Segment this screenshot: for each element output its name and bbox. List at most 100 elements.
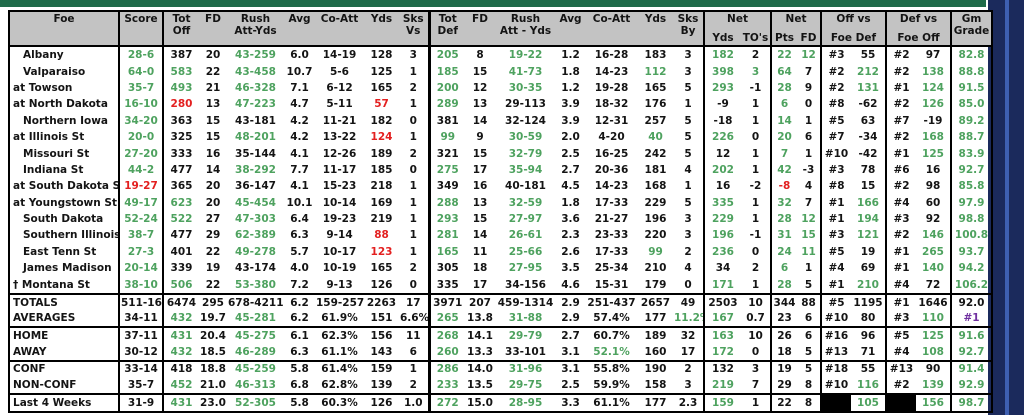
cell-gm-grade: #1: [950, 310, 992, 328]
foe-label: † Montana St: [13, 278, 90, 291]
cell-sks-by: 3: [684, 65, 692, 78]
cell-tot-off: 333: [162, 145, 199, 162]
cell-def-yds: 220: [644, 229, 667, 242]
cell-tot-def: 349: [427, 178, 465, 195]
cell-gm-grade: 106.2: [950, 276, 992, 294]
foe-label: Valparaiso: [23, 65, 86, 78]
cell-def-vs-foe-rank: #5: [885, 326, 916, 344]
col-header-tot-off: Tot Off: [162, 11, 199, 46]
cell-def-vs-foe-yds: 126: [922, 98, 944, 111]
cell-def-rush-att-yds: 29-79: [495, 326, 556, 344]
cell-tot-off: 325: [162, 128, 199, 146]
cell-sks-vs: 2: [409, 379, 417, 392]
cell-net-yds: 16: [703, 178, 741, 195]
col-header-net-pts: Pts: [770, 29, 797, 46]
cell-off-vs-foe-yds: -62: [858, 98, 878, 111]
cell-def-vs-foe-rank: [885, 393, 916, 412]
cell-sks-by: 5: [684, 81, 692, 94]
col-header-off-vs-foe-def: Foe Def: [820, 29, 886, 46]
cell-net-pts: 6: [770, 96, 797, 113]
cell-net-yds: 172: [703, 343, 741, 361]
cell-off-vs-foe-rank: #1: [820, 194, 851, 211]
cell-net-fd: 8: [797, 393, 821, 412]
cell-sks-vs: 1: [409, 180, 417, 193]
cell-off-rush-att-yds: 35-144: [235, 147, 276, 160]
cell-gm-grade: 100.8: [950, 227, 992, 244]
cell-tot-def: 200: [427, 79, 465, 97]
cell-off-yds: 139: [370, 379, 393, 392]
cell-net-pts: 6: [770, 260, 797, 277]
cell-def-rush-att-yds: 35-94: [508, 163, 543, 176]
cell-score: 28-6: [118, 44, 163, 64]
col-header-turnovers: TO's: [741, 29, 771, 46]
col-header-score: Score: [118, 11, 163, 46]
cell-def-fd: 17: [472, 278, 488, 291]
cell-net-yds: 12: [703, 145, 741, 162]
cell-off-vs-foe-rank: #3: [820, 44, 851, 64]
cell-off-vs-foe-rank: #7: [820, 128, 851, 146]
cell-net-fd: 88: [797, 292, 821, 311]
summary-row: NON-CONF 35-7 452 21.0 46-313 6.8 62.8% 139 2 233…: [9, 377, 992, 394]
cell-tot-off: 583: [162, 63, 199, 80]
game-row: at Youngstown St 49-17 623 20 45-454 10.1 10-1…: [9, 194, 992, 211]
col-header-def-co-att: Co-Att: [585, 11, 638, 46]
cell-def-avg: 2.7: [561, 163, 580, 176]
cell-off-rush-att-yds: 47-303: [235, 213, 276, 226]
cell-def-yds: 177: [638, 393, 673, 412]
cell-tot-def: 305: [427, 260, 465, 277]
cell-def-rush-att-yds: 40-181: [505, 180, 546, 193]
cell-def-fd: 14.1: [465, 326, 495, 344]
cell-off-rush-att-yds: 62-389: [235, 229, 276, 242]
game-row: East Tenn St 27-3 401 22 49-278 5.7 10-17 123 1 1…: [9, 243, 992, 261]
cell-gm-grade: 92.7: [950, 343, 992, 361]
cell-off-vs-foe-yds: 131: [857, 81, 879, 94]
cell-turnovers: -1: [749, 229, 762, 242]
cell-off-vs-foe-rank: #16: [820, 326, 851, 344]
cell-def-vs-foe-rank: #1: [885, 260, 916, 277]
cell-def-vs-foe-rank: #2: [885, 96, 916, 113]
cell-def-co-att: 17-33: [594, 196, 629, 209]
cell-off-vs-foe-yds: 210: [857, 278, 879, 291]
col-header-def-yds: Yds: [638, 11, 673, 46]
summary-label: CONF: [9, 359, 119, 378]
cell-def-vs-foe-yds: 265: [922, 245, 944, 258]
group-header-net-yds: Net: [703, 11, 771, 29]
cell-net-yds: 167: [703, 310, 741, 328]
cell-gm-grade: 94.2: [950, 260, 992, 277]
cell-def-fd: 15: [472, 147, 488, 160]
cell-turnovers: 10: [741, 292, 771, 311]
cell-tot-def: 289: [427, 96, 465, 113]
cell-off-vs-foe-yds: 166: [857, 196, 879, 209]
cell-off-co-att: 5-6: [330, 65, 349, 78]
cell-def-avg: 1.8: [561, 65, 580, 78]
cell-turnovers: 0: [751, 345, 760, 358]
cell-tot-off: 363: [162, 112, 199, 129]
cell-def-yds: 183: [638, 44, 673, 64]
cell-def-yds: 2657: [638, 292, 673, 311]
cell-turnovers: 2: [751, 262, 760, 275]
cell-off-co-att: 10-19: [322, 262, 357, 275]
cell-def-rush-att-yds: 27-97: [508, 213, 543, 226]
cell-net-pts: 26: [770, 326, 797, 344]
foe-label: Albany: [9, 44, 119, 64]
cell-def-vs-foe-yds: 168: [922, 131, 944, 144]
cell-def-vs-foe-yds: 146: [922, 229, 944, 242]
cell-net-fd: 9: [804, 81, 813, 94]
cell-net-fd: 1: [804, 114, 813, 127]
cell-off-vs-foe-yds: 15: [860, 180, 876, 193]
cell-off-fd: 23.0: [199, 393, 227, 412]
cell-off-avg: 5.8: [284, 393, 315, 412]
cell-def-rush-att-yds: 28-95: [495, 393, 556, 412]
foe-label: at Illinois St: [13, 131, 85, 144]
cell-tot-def: 233: [427, 377, 465, 394]
cell-turnovers: 0: [751, 245, 760, 258]
cell-def-vs-foe-yds: 72: [925, 278, 941, 291]
foe-label: at North Dakota: [13, 98, 108, 111]
cell-sks-vs: 1: [409, 98, 417, 111]
cell-turnovers: 1: [751, 98, 760, 111]
cell-tot-def: 272: [427, 393, 465, 412]
cell-def-vs-foe-yds: 125: [922, 147, 944, 160]
cell-def-co-att: 25-34: [594, 262, 629, 275]
cell-tot-off: 452: [162, 377, 199, 394]
cell-off-yds: 88: [374, 229, 389, 242]
